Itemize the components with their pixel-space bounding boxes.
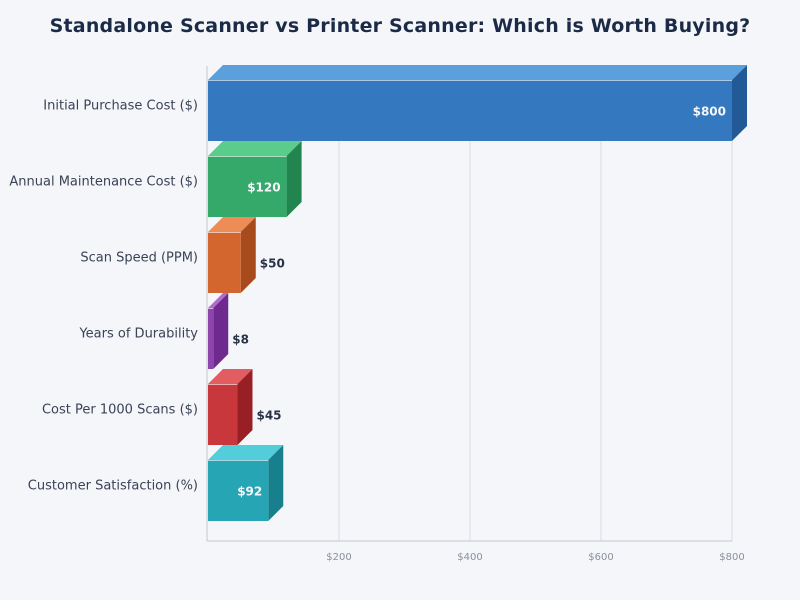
x-tick-label: $800	[719, 552, 744, 563]
bar-front-face	[208, 156, 287, 217]
bar-side-face	[213, 293, 229, 369]
category-label: Annual Maintenance Cost ($)	[9, 175, 198, 190]
value-label: $92	[237, 485, 262, 499]
bar-top-face	[208, 217, 256, 232]
x-tick-label: $200	[326, 552, 351, 563]
x-tick-label: $400	[457, 552, 482, 563]
category-labels: Initial Purchase Cost ($) Annual Maintena…	[9, 99, 198, 494]
category-label: Years of Durability	[78, 327, 198, 342]
bar-front-face	[208, 384, 238, 445]
bar-front-face	[208, 308, 214, 369]
category-label: Customer Satisfaction (%)	[28, 479, 198, 494]
category-label: Scan Speed (PPM)	[80, 251, 198, 266]
category-label: Initial Purchase Cost ($)	[43, 99, 198, 114]
bar-top-face	[208, 445, 284, 460]
bar-side-face	[237, 369, 253, 445]
bar-0: $800	[208, 65, 747, 141]
value-label: $120	[247, 181, 280, 195]
bar-top-face	[208, 141, 302, 156]
bar-top-face	[208, 293, 229, 308]
x-tick-label: $600	[588, 552, 613, 563]
bar-front-face	[208, 460, 269, 521]
bar-top-face	[208, 369, 253, 384]
bar-side-face	[268, 445, 284, 521]
gridlines	[338, 66, 733, 541]
bar-side-face	[240, 217, 256, 293]
bar-3: $8	[208, 293, 249, 369]
value-label: $8	[232, 333, 249, 347]
value-label: $800	[693, 105, 726, 119]
bar-side-face	[732, 65, 747, 141]
bar-1: $120	[208, 141, 302, 217]
bar-front-face	[208, 80, 732, 141]
axes	[206, 66, 732, 542]
category-label: Cost Per 1000 Scans ($)	[42, 403, 198, 418]
bar-top-face	[208, 65, 747, 80]
chart-title: Standalone Scanner vs Printer Scanner: W…	[49, 15, 751, 37]
bars: $800 $120 $50 $8 $45 $92	[208, 65, 747, 521]
value-label: $50	[260, 257, 285, 271]
bar-5: $92	[208, 445, 284, 521]
bar-4: $45	[208, 369, 282, 445]
bar-front-face	[208, 232, 241, 293]
bar-side-face	[286, 141, 302, 217]
value-label: $45	[256, 409, 281, 423]
bar-2: $50	[208, 217, 285, 293]
x-tick-labels: $200 $400 $600 $800	[326, 552, 744, 563]
